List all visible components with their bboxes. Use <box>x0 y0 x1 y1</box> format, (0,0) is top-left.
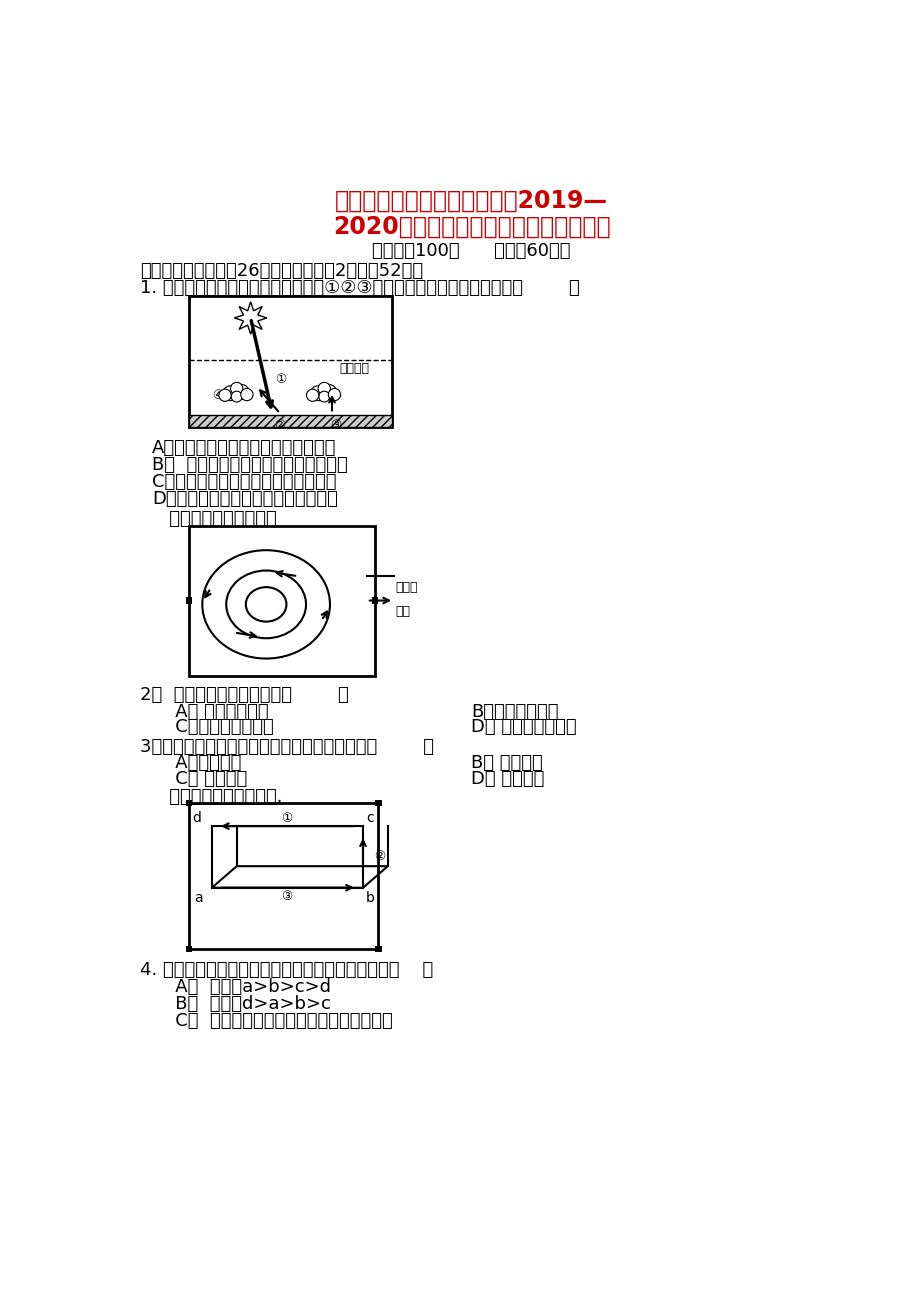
Text: 读右图，完成下面小题.: 读右图，完成下面小题. <box>152 788 282 806</box>
Circle shape <box>318 383 330 395</box>
Text: 3．在该天气系统控制下常常出现的天气状况是（        ）: 3．在该天气系统控制下常常出现的天气状况是（ ） <box>140 738 434 755</box>
Text: 2020学年高一地理上学期期末考试试题: 2020学年高一地理上学期期末考试试题 <box>333 215 609 238</box>
Circle shape <box>321 384 336 400</box>
Text: C。地面辐射、大气逆辐射、太阳辐射: C。地面辐射、大气逆辐射、太阳辐射 <box>152 473 336 491</box>
Bar <box>188 297 391 427</box>
Text: C．南半球的反气旋: C．南半球的反气旋 <box>157 719 273 737</box>
Bar <box>186 947 191 953</box>
Text: 风向: 风向 <box>395 605 410 618</box>
Circle shape <box>328 388 340 401</box>
Text: C。 大风沙暴: C。 大风沙暴 <box>157 769 246 788</box>
Circle shape <box>219 389 231 401</box>
Text: 4. 若此图为热力环流侧视图，则下列说法正确的是（    ）: 4. 若此图为热力环流侧视图，则下列说法正确的是（ ） <box>140 961 433 979</box>
Text: 一、单选题（本题共26道小题，每小题2分，共52分）: 一、单选题（本题共26道小题，每小题2分，共52分） <box>140 262 423 280</box>
Text: d: d <box>192 811 201 824</box>
Text: A．大气逆辐射、地面辐射、太阳辐射: A．大气逆辐射、地面辐射、太阳辐射 <box>152 439 336 457</box>
Bar <box>188 526 374 676</box>
Text: 总分值：100分      时间：60分钟: 总分值：100分 时间：60分钟 <box>372 242 570 260</box>
Bar <box>371 598 378 604</box>
Circle shape <box>241 388 253 401</box>
Text: D．太阳辐射、大气逆辐射、地面辐射: D．太阳辐射、大气逆辐射、地面辐射 <box>152 490 337 508</box>
Bar <box>375 947 381 953</box>
Bar <box>375 799 381 806</box>
Text: ③: ③ <box>281 891 292 904</box>
Text: 等压线: 等压线 <box>395 581 417 594</box>
Text: A。  温度：a>b>c>d: A。 温度：a>b>c>d <box>157 978 330 996</box>
Text: B。  太阳辐射、地面辐射、大气逆辐射: B。 太阳辐射、地面辐射、大气逆辐射 <box>152 456 347 474</box>
Text: 1. 读大气受热过程示意图，右下图中①②③三个箭头所代表的辐射依次是（        ）: 1. 读大气受热过程示意图，右下图中①②③三个箭头所代表的辐射依次是（ ） <box>140 280 579 297</box>
Text: a: a <box>194 891 202 905</box>
Text: ②: ② <box>274 419 286 432</box>
Text: ①: ① <box>281 811 292 824</box>
Circle shape <box>222 385 238 401</box>
Text: ④: ④ <box>212 389 223 402</box>
Text: D。 北半球的反气旋: D。 北半球的反气旋 <box>471 719 576 737</box>
Bar <box>188 803 378 949</box>
Bar <box>188 415 391 427</box>
Text: 江西省南昌市新建县第一中学2019—: 江西省南昌市新建县第一中学2019— <box>335 189 607 212</box>
Text: A．阴雨连绵: A．阴雨连绵 <box>157 754 241 772</box>
Circle shape <box>319 391 329 402</box>
Text: b: b <box>366 891 375 905</box>
Circle shape <box>311 385 325 401</box>
Polygon shape <box>234 302 267 335</box>
Circle shape <box>306 389 319 401</box>
Text: B．北半球的气旋: B．北半球的气旋 <box>471 703 559 721</box>
Text: 读图，完成下面小题。: 读图，完成下面小题。 <box>152 509 277 527</box>
Circle shape <box>233 384 249 400</box>
Text: B。  气压：d>a>b>c: B。 气压：d>a>b>c <box>157 995 330 1013</box>
Text: A。 南半球的气旋: A。 南半球的气旋 <box>157 703 268 721</box>
Bar <box>186 598 191 604</box>
Text: 太阳: 太阳 <box>243 311 258 324</box>
Circle shape <box>231 391 242 402</box>
Bar <box>186 799 191 806</box>
Text: ②: ② <box>373 850 385 863</box>
Text: ①: ① <box>275 374 287 387</box>
Text: C。  引起该环流形成的原因是地面冷热不均: C。 引起该环流形成的原因是地面冷热不均 <box>157 1012 391 1030</box>
Text: D。 天气晴好: D。 天气晴好 <box>471 769 544 788</box>
Text: 大气上界: 大气上界 <box>338 362 369 375</box>
Text: ③: ③ <box>330 419 341 432</box>
Circle shape <box>231 383 243 395</box>
Text: B。 低温暴雪: B。 低温暴雪 <box>471 754 542 772</box>
Text: c: c <box>366 811 373 824</box>
Text: 2。  图中表示的天气系统是（        ）: 2。 图中表示的天气系统是（ ） <box>140 686 348 704</box>
